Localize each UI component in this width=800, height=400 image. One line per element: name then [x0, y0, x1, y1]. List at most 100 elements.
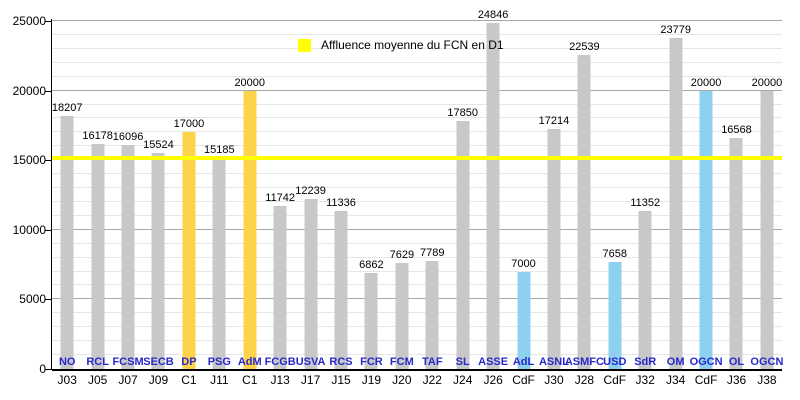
- matchday-axis-labels: J03 J05 J07 J09 C1 J11 C1 J13 J17 J15 J19 J20 J22 J24…: [52, 373, 782, 387]
- opponent-link[interactable]: ASNL: [538, 356, 569, 368]
- opponent-link[interactable]: RCS: [329, 356, 353, 368]
- opponent-link[interactable]: PSG: [207, 356, 231, 368]
- matchday-label: J36: [726, 373, 747, 387]
- bar-slot: 17214 ASNL: [539, 21, 569, 369]
- bar-value-label: 20000: [690, 76, 722, 89]
- average-line: [52, 155, 782, 160]
- matchday-label: J15: [331, 373, 351, 387]
- bar-value-label: 16096: [112, 130, 144, 143]
- bar-slot: 16568 OL: [721, 21, 752, 369]
- bar-value-label: 11336: [326, 197, 356, 210]
- matchday-label: J20: [392, 373, 412, 387]
- bar-slot: 24846 ASSE: [478, 9, 509, 369]
- opponent-link[interactable]: USD: [603, 356, 627, 368]
- bar-slot: 6862 FCR: [356, 21, 386, 369]
- bar: [273, 205, 287, 369]
- bar-value-label: 7000: [511, 257, 536, 270]
- bar-slot: 18207 NO: [52, 21, 83, 369]
- matchday-label: J07: [118, 373, 138, 387]
- matchday-label: CdF: [603, 373, 627, 387]
- bar-value-label: 17214: [538, 115, 570, 128]
- opponent-link[interactable]: ASSE: [478, 356, 509, 368]
- bar-value-label: 6862: [359, 259, 384, 272]
- bar-value-label: 17000: [173, 118, 205, 131]
- gridline-minor: [52, 256, 782, 258]
- bar-value-label: 16568: [721, 124, 752, 137]
- gridline-minor: [52, 61, 782, 63]
- gridline-minor: [52, 242, 782, 244]
- opponent-link[interactable]: OGCN: [689, 356, 723, 368]
- gridline-minor: [52, 354, 782, 356]
- matchday-label: J32: [635, 373, 655, 387]
- bar-value-label: 7629: [389, 248, 415, 261]
- bar: [608, 262, 622, 369]
- matchday-label: J05: [87, 373, 108, 387]
- gridline-minor: [52, 270, 782, 272]
- opponent-link[interactable]: SdR: [634, 356, 657, 368]
- matchday-label: J22: [422, 373, 442, 387]
- bar: [547, 129, 561, 369]
- bar: [760, 90, 774, 369]
- matchday-label: J03: [57, 373, 77, 387]
- bar-slot: 20000 OGCN: [750, 21, 784, 369]
- bar-slot: 15524 SECB: [143, 21, 174, 369]
- gridline-major: [52, 159, 782, 161]
- opponent-link[interactable]: FCR: [360, 356, 383, 368]
- bar-slot: 7658 USD: [600, 21, 630, 369]
- gridline-minor: [52, 312, 782, 314]
- matchday-label: J38: [757, 373, 777, 387]
- opponent-link[interactable]: AdM: [237, 356, 262, 368]
- bar-value-label: 23779: [660, 24, 691, 36]
- opponent-link[interactable]: SL: [455, 356, 470, 368]
- bar: [243, 90, 257, 369]
- bar-slot: 12239 USVA: [295, 21, 326, 369]
- opponent-link[interactable]: OM: [666, 356, 685, 368]
- bar: [729, 138, 743, 369]
- bar-value-label: 15524: [143, 138, 174, 151]
- gridline-minor: [52, 173, 782, 175]
- bar-value-label: 17850: [447, 106, 478, 119]
- opponent-link[interactable]: AdL: [512, 356, 535, 368]
- bar-value-label: 20000: [751, 76, 783, 89]
- bar-slot: 17000 DP: [174, 21, 204, 369]
- bar: [304, 198, 318, 369]
- bar: [395, 262, 409, 369]
- opponent-link[interactable]: FCSM: [112, 356, 144, 368]
- matchday-label: J26: [483, 373, 503, 387]
- y-axis-tick-label: 0: [39, 362, 46, 376]
- opponent-link[interactable]: FCGB: [264, 356, 296, 368]
- opponent-link[interactable]: USVA: [295, 356, 326, 368]
- y-axis-tick-label: 20000: [12, 83, 46, 98]
- bar-slot: 11336 RCS: [326, 21, 356, 369]
- bar: [577, 55, 591, 369]
- bar-value-label: 11352: [630, 196, 661, 209]
- opponent-link[interactable]: DP: [181, 356, 197, 368]
- legend-label: Affluence moyenne du FCN en D1: [321, 38, 504, 52]
- opponent-link[interactable]: RCL: [86, 356, 109, 368]
- bar-slot: 23779 OM: [660, 21, 691, 369]
- matchday-label: J11: [210, 373, 229, 387]
- gridline-minor: [52, 33, 782, 35]
- bar: [699, 90, 713, 369]
- opponent-link[interactable]: OL: [728, 356, 745, 368]
- matchday-label: J09: [148, 373, 169, 387]
- bar-value-label: 22539: [569, 41, 600, 54]
- opponent-link[interactable]: FCM: [389, 356, 414, 368]
- bar: [669, 38, 683, 369]
- bar-slot: 11352 SdR: [630, 21, 660, 369]
- opponent-link[interactable]: ASMFC: [564, 356, 604, 368]
- gridline-minor: [52, 284, 782, 286]
- opponent-link[interactable]: OGCN: [750, 356, 784, 368]
- bar-value-label: 15185: [204, 143, 235, 156]
- bar-value-label: 12239: [295, 184, 326, 197]
- opponent-link[interactable]: NO: [58, 356, 76, 368]
- bar-value-label: 11742: [265, 191, 296, 204]
- opponent-link[interactable]: SECB: [143, 356, 174, 368]
- legend-color-swatch: [298, 38, 311, 52]
- plot-area: 18207 NO 16178 RCL 16096 FCSM 15524 SECB 17000 DP…: [52, 9, 784, 369]
- bar-value-label: 24846: [477, 9, 509, 22]
- y-axis-tick-label: 25000: [12, 14, 46, 28]
- bar: [151, 152, 165, 369]
- matchday-label: J13: [270, 373, 290, 387]
- opponent-link[interactable]: TAF: [421, 356, 443, 368]
